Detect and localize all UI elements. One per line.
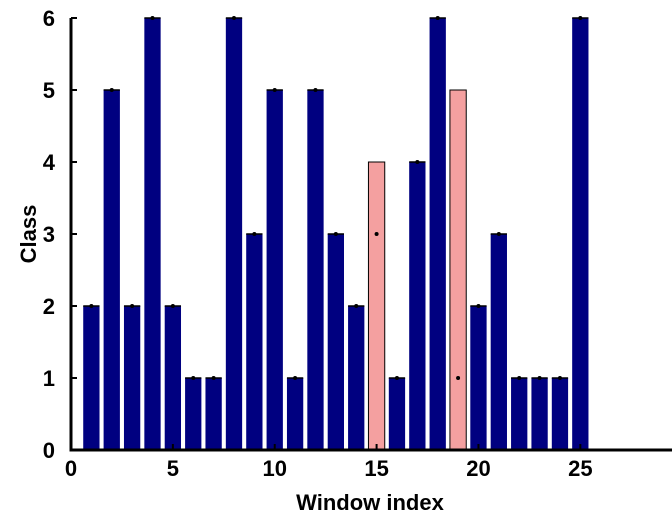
bar-18 (429, 18, 446, 450)
marker-point-4 (150, 16, 155, 20)
y-axis-label: Class (16, 205, 41, 264)
bar-22 (511, 378, 528, 450)
bar-16 (388, 378, 406, 450)
marker-point-16 (394, 376, 399, 380)
marker-point-15 (374, 232, 379, 236)
y-tick-label-1: 1 (43, 366, 55, 391)
bar-24 (551, 378, 569, 450)
marker-point-18 (435, 16, 440, 20)
bar-20 (470, 306, 487, 450)
x-tick-label-20: 20 (466, 456, 490, 481)
x-tick-label-10: 10 (262, 456, 286, 481)
bar-11 (286, 378, 304, 450)
marker-point-24 (557, 376, 562, 380)
bar-17 (409, 162, 426, 450)
y-tick-label-5: 5 (43, 78, 55, 103)
bar-14 (348, 306, 365, 450)
marker-point-5 (170, 304, 175, 308)
marker-point-14 (354, 304, 359, 308)
y-tick-label-0: 0 (43, 438, 55, 463)
bar-1 (83, 306, 100, 450)
bar-21 (490, 234, 507, 450)
marker-point-10 (272, 88, 277, 92)
marker-point-12 (313, 88, 318, 92)
bar-12 (307, 90, 324, 450)
bars-group (83, 18, 589, 451)
marker-point-25 (578, 16, 583, 20)
bar-4 (144, 18, 161, 450)
x-tick-label-0: 0 (65, 456, 77, 481)
bar-19 (449, 89, 467, 451)
markers-group (83, 16, 589, 380)
bar-25 (572, 18, 589, 450)
marker-point-9 (252, 232, 257, 236)
x-ticks-group: 0 5 10 15 20 25 (65, 444, 593, 481)
y-tick-label-3: 3 (43, 222, 55, 247)
y-tick-label-2: 2 (43, 294, 55, 319)
marker-point-19 (456, 376, 461, 380)
marker-point-8 (231, 16, 236, 20)
bar-6 (185, 378, 202, 450)
bar-10 (266, 90, 283, 450)
marker-point-1 (89, 304, 94, 308)
bar-9 (246, 234, 263, 450)
marker-point-17 (415, 160, 420, 164)
bar-23 (531, 378, 548, 450)
y-tick-label-4: 4 (43, 150, 56, 175)
marker-point-2 (109, 88, 114, 92)
x-tick-label-25: 25 (568, 456, 592, 481)
marker-point-21 (496, 232, 501, 236)
y-tick-label-6: 6 (43, 6, 55, 31)
bar-3 (123, 306, 141, 450)
bar-2 (103, 90, 120, 450)
marker-point-7 (211, 376, 216, 380)
marker-point-23 (537, 376, 542, 380)
bar-15 (367, 161, 386, 451)
marker-point-11 (293, 376, 298, 380)
marker-point-3 (130, 304, 135, 308)
marker-point-20 (476, 304, 481, 308)
marker-point-6 (191, 376, 196, 380)
marker-point-22 (517, 376, 522, 380)
x-axis-label: Window index (296, 490, 444, 515)
y-ticks-group: 0 1 2 3 4 5 6 (43, 6, 77, 463)
bar-13 (327, 234, 344, 450)
x-tick-label-15: 15 (364, 456, 388, 481)
bar-7 (205, 378, 222, 450)
x-tick-label-5: 5 (167, 456, 179, 481)
bar-8 (225, 18, 243, 450)
marker-point-13 (333, 232, 338, 236)
bar-5 (164, 306, 182, 450)
